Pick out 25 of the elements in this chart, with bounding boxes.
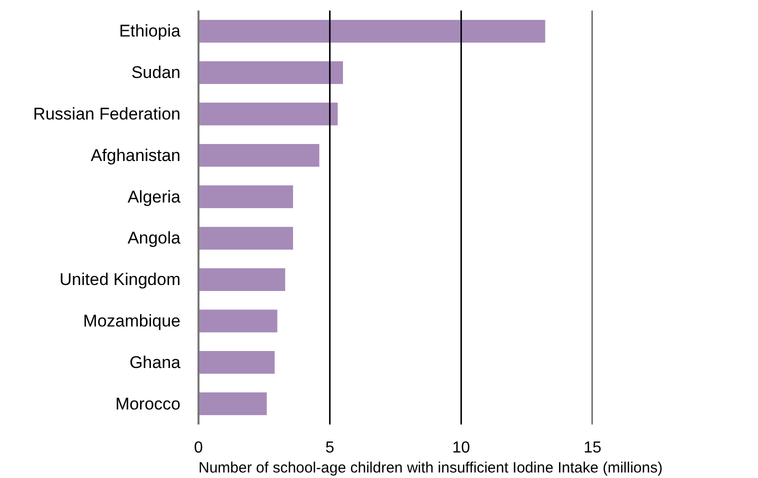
- bar: [198, 102, 338, 126]
- bar: [198, 268, 286, 291]
- x-tick-label: 10: [452, 440, 470, 456]
- y-tick-label: Afghanistan: [90, 146, 181, 165]
- x-axis-title: Number of school-age children with insufficient Iodine Intake (millions): [198, 460, 663, 476]
- y-tick-label: Algeria: [128, 187, 182, 206]
- y-tick-label: Russian Federation: [33, 104, 181, 124]
- bar: [198, 351, 275, 374]
- y-tick-label: Sudan: [131, 63, 181, 82]
- bar: [198, 392, 267, 416]
- y-tick-label: Ghana: [129, 352, 182, 372]
- x-tick-label: 5: [325, 440, 334, 456]
- x-tick-label: 15: [584, 440, 602, 456]
- bar: [198, 310, 278, 332]
- y-tick-label: United Kingdom: [60, 270, 181, 290]
- y-tick-label: Ethiopia: [119, 22, 182, 41]
- bar: [198, 61, 343, 84]
- y-tick-label: Mozambique: [83, 312, 180, 330]
- bar: [198, 226, 294, 250]
- bar: [198, 20, 546, 43]
- y-tick-label: Angola: [128, 228, 182, 248]
- x-tick-label: 0: [194, 440, 204, 456]
- bar: [198, 185, 294, 208]
- bar: [198, 144, 320, 167]
- y-tick-label: Morocco: [115, 394, 180, 414]
